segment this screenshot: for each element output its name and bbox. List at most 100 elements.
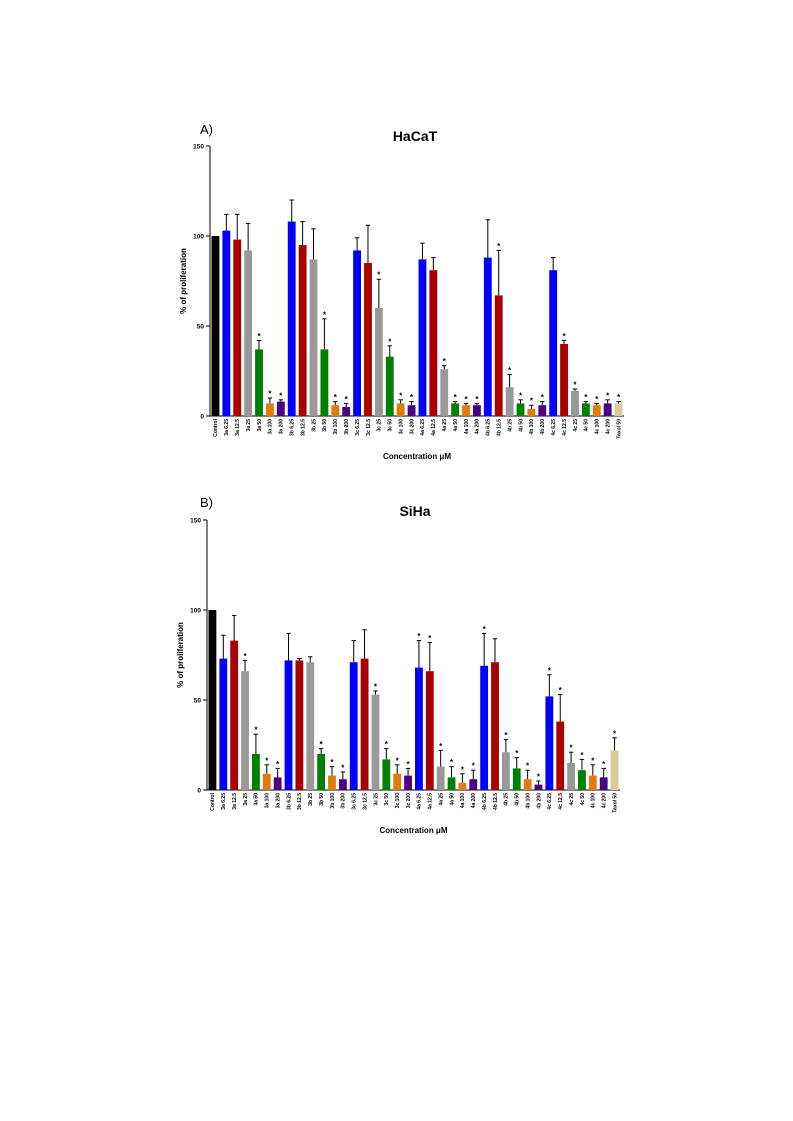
chart2-sig-marker-31: *	[548, 666, 552, 675]
chart2-bar-7	[284, 660, 293, 790]
chart1-sig-marker-17: *	[399, 391, 403, 400]
chart2-x-tick-label-30: 4b 200	[536, 793, 542, 809]
chart2-y-axis-title: % of proliferation	[176, 622, 185, 688]
panel-a-title: HaCaT	[392, 128, 438, 144]
chart2-y-tick-label-0: 0	[197, 787, 201, 794]
chart2-sig-marker-3: *	[243, 652, 247, 661]
chart2-bar-6	[273, 777, 282, 790]
chart1-sig-marker-35: *	[595, 395, 599, 404]
chart2-x-tick-label-23: 4a 100	[460, 793, 466, 809]
chart1-sig-marker-10: *	[323, 310, 327, 319]
chart2-bar-26	[491, 662, 499, 790]
chart2-bar-29	[523, 779, 532, 790]
chart2-sig-marker-20: *	[428, 634, 432, 643]
chart2-sig-marker-19: *	[417, 632, 421, 641]
chart1-x-tick-label-20: 4a 12.5	[431, 419, 437, 436]
chart2-x-tick-label-33: 4c 25	[569, 793, 575, 806]
chart2-bar-22	[447, 777, 456, 790]
chart1-x-tick-label-2: 3a 12.5	[235, 419, 241, 436]
chart2-sig-marker-28: *	[515, 749, 519, 758]
chart2-bar-24	[469, 779, 478, 790]
chart2-sig-marker-23: *	[461, 765, 465, 774]
chart2-x-tick-label-18: 3c 200	[406, 793, 412, 809]
chart2-bar-32	[556, 721, 565, 790]
chart1-x-tick-label-7: 3b 6.25	[290, 419, 296, 436]
chart1-sig-marker-22: *	[454, 393, 458, 402]
chart2-x-tick-label-10: 3b 50	[319, 793, 325, 806]
chart2-x-tick-label-29: 4b 100	[525, 793, 531, 809]
chart1-x-axis-title: Concentration μM	[383, 452, 451, 461]
chart1-x-tick-label-15: 3c 25	[377, 419, 383, 432]
chart2-x-tick-label-25: 4b 6.25	[482, 793, 488, 810]
chart1-bar-15	[374, 308, 383, 416]
chart1-x-tick-label-12: 3b 200	[344, 419, 350, 435]
chart1-x-tick-label-17: 3c 100	[398, 419, 404, 435]
chart2-x-tick-label-13: 3c 6.25	[352, 793, 358, 810]
chart2-sig-marker-33: *	[570, 744, 574, 753]
chart1-x-tick-label-0: Control	[213, 418, 219, 436]
chart2-bar-19	[415, 667, 423, 790]
chart2-sig-marker-12: *	[341, 764, 345, 773]
chart2-x-tick-label-8: 3b 12.5	[297, 793, 303, 810]
chart1-x-tick-label-28: 4b 50	[518, 419, 524, 432]
chart1-bar-0	[211, 236, 220, 416]
chart1-bar-20	[429, 270, 438, 416]
chart1-x-tick-label-29: 4b 100	[529, 419, 535, 435]
chart1-x-tick-label-21: 4a 25	[442, 419, 448, 432]
chart2-x-tick-label-4: 3a 50	[254, 793, 260, 806]
chart1-sig-marker-21: *	[443, 357, 447, 366]
chart1-bar-14	[364, 263, 372, 416]
chart2-sig-marker-16: *	[385, 740, 389, 749]
chart2-bar-10	[317, 754, 326, 790]
chart1-bar-13	[353, 250, 362, 416]
chart2-sig-marker-21: *	[439, 742, 443, 751]
chart2-bar-4	[251, 754, 260, 790]
chart2-bar-2	[230, 640, 239, 790]
chart2-sig-marker-37: *	[613, 729, 617, 738]
chart2-bar-34	[578, 770, 586, 790]
chart2-sig-marker-15: *	[374, 683, 378, 692]
chart2-bar-30	[534, 784, 543, 790]
chart2-sig-marker-17: *	[396, 756, 400, 765]
chart1-bar-6	[276, 401, 285, 416]
chart2-x-tick-label-21: 4a 25	[438, 793, 444, 806]
chart1-x-tick-label-32: 4c 12.5	[562, 419, 568, 436]
chart1-sig-marker-37: *	[617, 393, 621, 402]
chart2-sig-marker-27: *	[504, 731, 508, 740]
chart1-bar-27	[505, 387, 514, 416]
chart1-bar-35	[592, 405, 601, 416]
chart1-bar-7	[287, 221, 296, 416]
chart2-bar-25	[480, 665, 489, 790]
chart2-x-axis-title: Concentration μM	[379, 826, 447, 835]
chart1-x-tick-label-16: 3c 50	[388, 419, 394, 432]
chart1-sig-marker-6: *	[279, 391, 283, 400]
chart1-x-tick-label-34: 4c 50	[584, 419, 590, 432]
chart1-x-tick-label-22: 4a 50	[453, 419, 459, 432]
chart1-sig-marker-24: *	[475, 395, 479, 404]
chart2-sig-marker-11: *	[330, 758, 334, 767]
chart2-sig-marker-4: *	[254, 726, 258, 735]
chart1-x-tick-label-30: 4b 200	[540, 419, 546, 435]
chart2-x-tick-label-7: 3b 6.25	[286, 793, 292, 810]
chart1-x-tick-label-26: 4b 12.5	[497, 419, 503, 436]
chart1-x-tick-label-3: 3a 25	[246, 419, 252, 432]
panel-b-label: B)	[200, 495, 213, 510]
chart2-x-tick-label-3: 3a 25	[243, 793, 249, 806]
chart2-bar-13	[349, 662, 358, 790]
chart1-bar-28	[516, 403, 525, 416]
chart2-bar-28	[512, 768, 521, 790]
chart2-sig-marker-35: *	[591, 756, 595, 765]
chart1-x-tick-label-25: 4b 6.25	[486, 419, 492, 436]
chart1-y-tick-label-0: 0	[200, 413, 204, 420]
chart2-sig-marker-32: *	[559, 686, 563, 695]
chart2-bar-35	[588, 775, 597, 790]
chart1-sig-marker-28: *	[519, 391, 523, 400]
chart1-x-tick-label-37: Taxol 50	[616, 419, 622, 439]
chart1-bar-10	[320, 349, 329, 416]
chart2-bar-15	[371, 694, 380, 790]
chart2-x-tick-label-5: 3a 100	[265, 793, 271, 809]
chart1-x-tick-label-9: 3b 25	[311, 419, 317, 432]
chart2-sig-marker-10: *	[320, 740, 324, 749]
chart2-y-tick-label-3: 150	[190, 517, 201, 524]
